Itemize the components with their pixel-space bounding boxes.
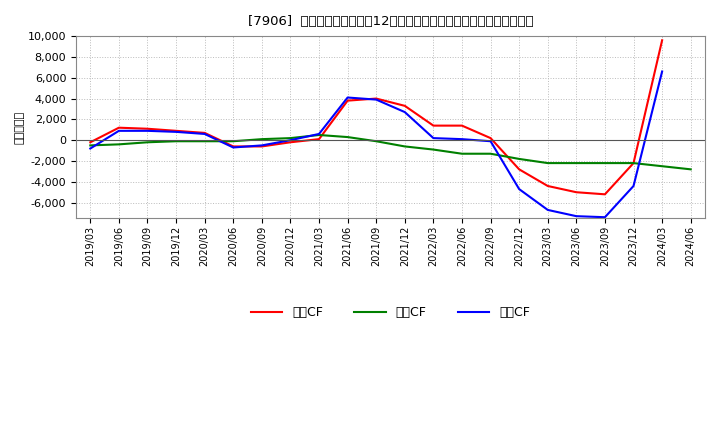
フリCF [486, 139, 495, 144]
フリCF [143, 128, 152, 133]
フリCF [400, 110, 409, 115]
Y-axis label: （百万円）: （百万円） [15, 110, 25, 144]
営業CF [658, 38, 667, 43]
投賃CF [658, 164, 667, 169]
フリCF [172, 129, 181, 135]
営業CF [286, 139, 294, 145]
フリCF [629, 183, 638, 189]
投賃CF [315, 132, 323, 138]
投賃CF [172, 139, 181, 144]
投賃CF [515, 156, 523, 161]
投賃CF [572, 161, 580, 166]
フリCF [343, 95, 352, 100]
フリCF [372, 97, 381, 102]
投賃CF [429, 147, 438, 152]
Legend: 営業CF, 投賃CF, フリCF: 営業CF, 投賃CF, フリCF [246, 301, 535, 324]
投賃CF [629, 161, 638, 166]
営業CF [143, 126, 152, 132]
投賃CF [486, 151, 495, 156]
営業CF [458, 123, 467, 128]
営業CF [600, 192, 609, 197]
営業CF [572, 190, 580, 195]
営業CF [372, 96, 381, 101]
フリCF [658, 69, 667, 74]
投賃CF [372, 139, 381, 144]
Line: 営業CF: 営業CF [90, 40, 662, 194]
投賃CF [229, 139, 238, 144]
営業CF [486, 136, 495, 141]
投賃CF [343, 135, 352, 140]
フリCF [600, 215, 609, 220]
フリCF [258, 143, 266, 148]
Title: [7906]  キャッシュフローの12か月移動合計の対前年同期増減額の推移: [7906] キャッシュフローの12か月移動合計の対前年同期増減額の推移 [248, 15, 534, 28]
フリCF [544, 207, 552, 213]
フリCF [515, 187, 523, 192]
Line: 投賃CF: 投賃CF [90, 135, 690, 169]
フリCF [286, 138, 294, 143]
投賃CF [400, 144, 409, 149]
投賃CF [86, 143, 94, 148]
フリCF [315, 131, 323, 136]
投賃CF [258, 136, 266, 142]
営業CF [114, 125, 123, 130]
営業CF [258, 144, 266, 149]
フリCF [200, 131, 209, 136]
フリCF [458, 136, 467, 142]
投賃CF [200, 139, 209, 144]
Line: フリCF: フリCF [90, 71, 662, 217]
フリCF [429, 136, 438, 141]
営業CF [515, 167, 523, 172]
投賃CF [114, 142, 123, 147]
営業CF [544, 183, 552, 189]
営業CF [429, 123, 438, 128]
営業CF [315, 136, 323, 142]
フリCF [572, 213, 580, 219]
営業CF [200, 130, 209, 136]
営業CF [172, 128, 181, 133]
営業CF [86, 139, 94, 145]
投賃CF [286, 136, 294, 141]
営業CF [400, 103, 409, 109]
投賃CF [600, 161, 609, 166]
営業CF [629, 161, 638, 166]
フリCF [86, 146, 94, 151]
フリCF [114, 128, 123, 133]
投賃CF [544, 161, 552, 166]
営業CF [343, 98, 352, 103]
フリCF [229, 145, 238, 150]
営業CF [229, 144, 238, 149]
投賃CF [686, 167, 695, 172]
投賃CF [458, 151, 467, 156]
投賃CF [143, 139, 152, 145]
